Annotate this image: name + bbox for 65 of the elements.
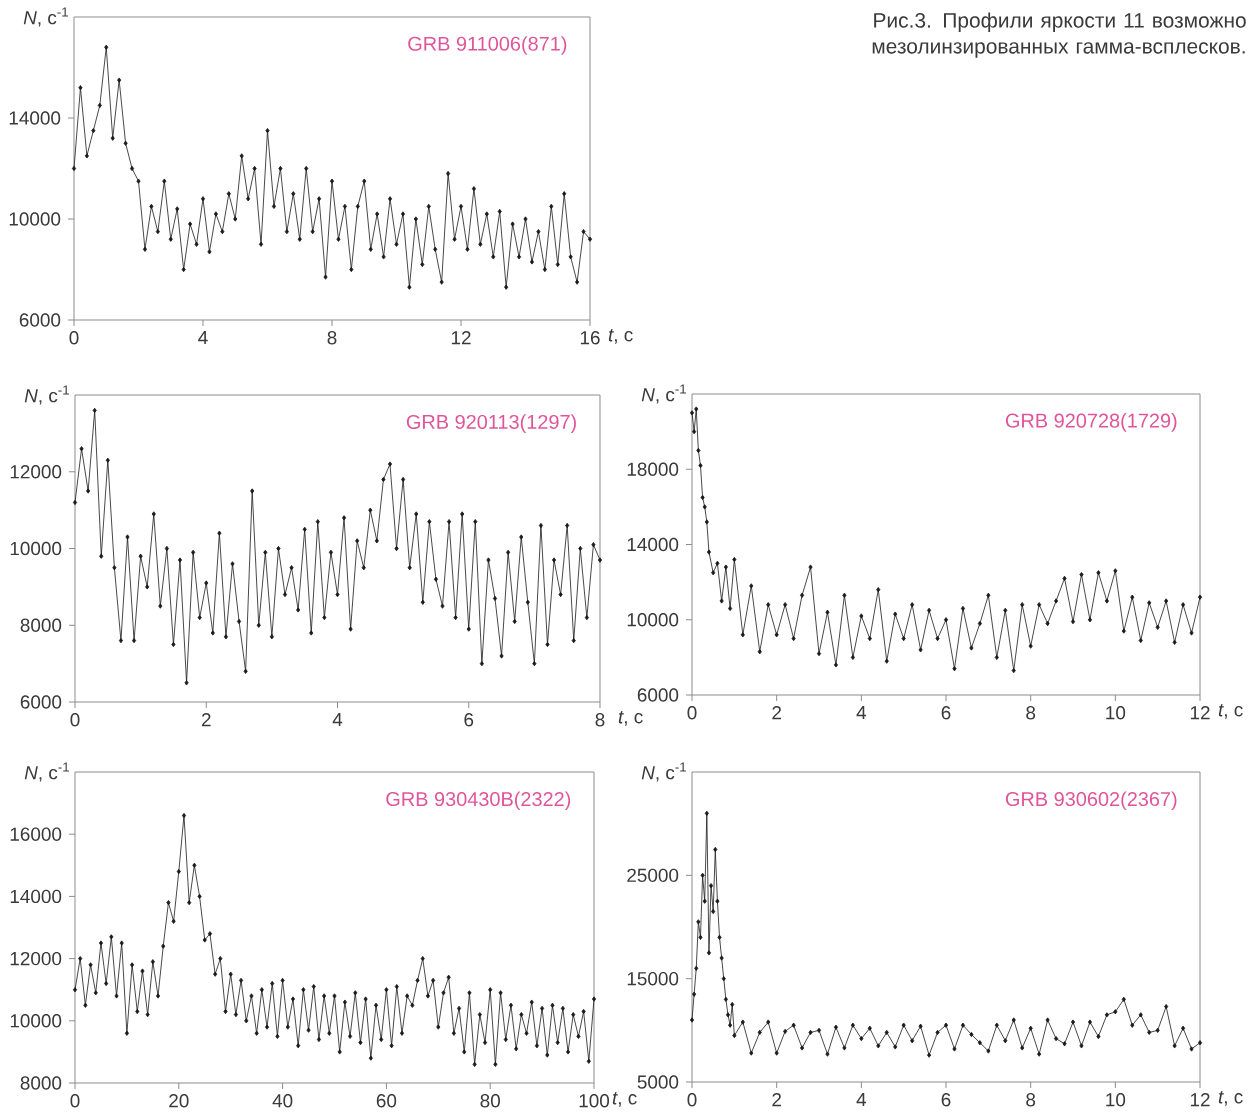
y-axis-title: N, с$^{-1}$ — [24, 385, 69, 405]
y-tick-label: 14000 — [10, 889, 62, 904]
x-axis-title: t, с — [618, 711, 643, 726]
x-tick-label: 4 — [856, 1093, 867, 1107]
y-tick-label: 18000 — [627, 462, 679, 476]
x-tick-label: 12 — [1190, 1093, 1210, 1107]
y-tick-label: 10000 — [9, 212, 61, 226]
x-tick-label: 12 — [451, 331, 471, 345]
x-tick-label: 4 — [198, 331, 208, 345]
x-tick-label: 8 — [327, 331, 337, 345]
y-tick-label: 10000 — [627, 613, 679, 627]
x-tick-label: 0 — [69, 331, 79, 345]
x-tick-label: 20 — [169, 1094, 189, 1108]
x-tick-label: 0 — [687, 1093, 697, 1107]
x-tick-label: 2 — [201, 713, 211, 727]
y-tick-label: 15000 — [627, 971, 679, 986]
x-axis-title: t, с — [1218, 1091, 1243, 1106]
x-tick-label: 10 — [1106, 706, 1126, 720]
annotation: GRB 930430B(2322) — [386, 791, 571, 811]
annotation: GRB 920728(1729) — [1005, 413, 1177, 432]
text: Рис.3. Профили яркости 11 возможно мезолинзированных гамма-всплесков. — [872, 12, 1246, 58]
x-tick-label: 6 — [464, 713, 474, 727]
y-axis-title: N, с$^{-1}$ — [24, 762, 69, 782]
x-tick-label: 12 — [1190, 706, 1210, 720]
y-tick-label: 16000 — [10, 827, 62, 841]
y-tick-label: 6000 — [20, 695, 62, 709]
x-tick-label: 8 — [1026, 706, 1036, 720]
x-axis-title: t, с — [612, 1092, 637, 1107]
annotation: GRB 911006(871) — [408, 36, 567, 55]
y-tick-label: 5000 — [637, 1075, 679, 1089]
y-tick-label: 8000 — [20, 1076, 62, 1090]
x-tick-label: 6 — [941, 1093, 951, 1107]
x-tick-label: 4 — [332, 713, 343, 727]
x-tick-label: 40 — [272, 1094, 293, 1108]
y-tick-label: 14000 — [627, 537, 679, 552]
x-tick-label: 10 — [1106, 1093, 1126, 1107]
y-tick-label: 10000 — [10, 1014, 62, 1028]
x-tick-label: 0 — [687, 706, 697, 720]
y-tick-label: 6000 — [19, 313, 61, 327]
x-axis-title: t, с — [1218, 704, 1243, 719]
annotation: GRB 930602(2367) — [1005, 791, 1177, 811]
y-tick-label: 8000 — [20, 618, 62, 632]
x-tick-label: 6 — [941, 706, 951, 720]
y-tick-label: 25000 — [627, 868, 679, 883]
x-axis-title: t, с — [608, 328, 633, 344]
x-tick-label: 100 — [579, 1094, 610, 1108]
x-tick-label: 0 — [70, 713, 80, 727]
x-tick-label: 60 — [376, 1094, 397, 1108]
y-axis-title: N, с$^{-1}$ — [641, 384, 686, 404]
y-axis-title: N, с$^{-1}$ — [23, 7, 68, 27]
x-tick-label: 80 — [480, 1094, 500, 1108]
x-tick-label: 2 — [772, 1093, 782, 1107]
x-tick-label: 4 — [856, 706, 867, 720]
y-axis-title: N, с$^{-1}$ — [641, 762, 686, 782]
x-tick-label: 8 — [595, 713, 605, 727]
x-tick-label: 8 — [1026, 1093, 1036, 1107]
x-tick-label: 16 — [580, 331, 600, 345]
x-tick-label: 0 — [70, 1094, 80, 1108]
annotation: GRB 920113(1297) — [406, 414, 576, 433]
y-tick-label: 12000 — [10, 951, 62, 966]
y-tick-label: 14000 — [9, 111, 61, 125]
x-tick-label: 2 — [772, 706, 782, 720]
y-tick-label: 12000 — [10, 465, 62, 479]
y-tick-label: 6000 — [637, 688, 679, 702]
y-tick-label: 10000 — [10, 541, 62, 556]
